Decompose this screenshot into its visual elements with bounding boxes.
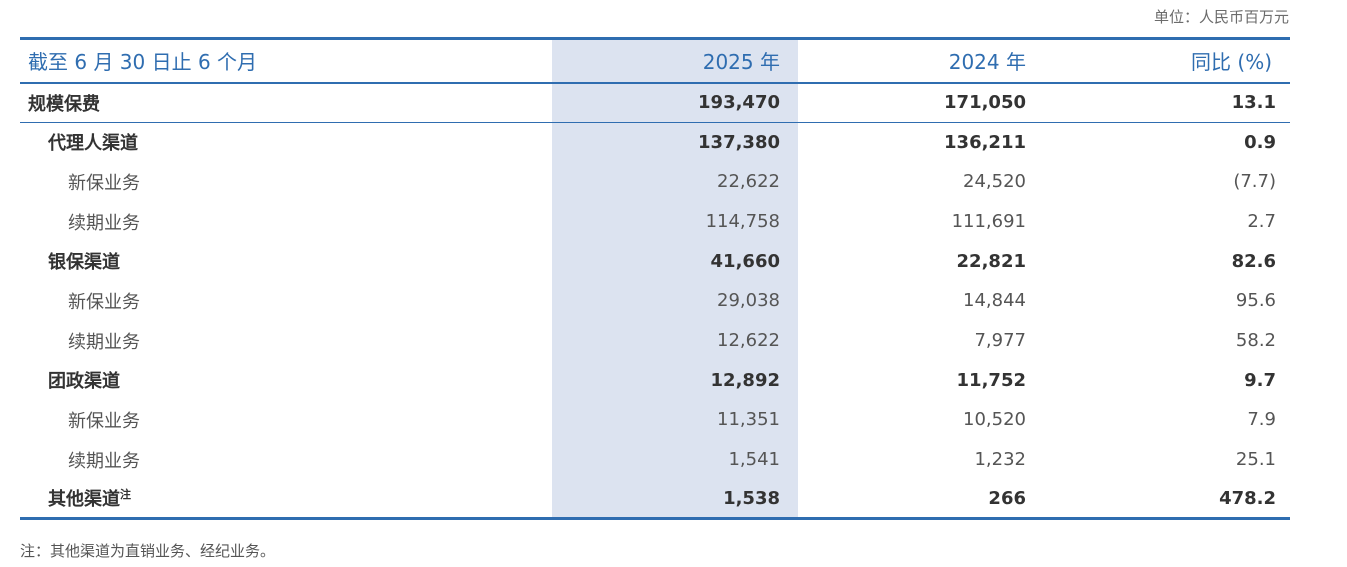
row-label: 银保渠道	[48, 252, 120, 273]
value-2025: 29,038	[552, 280, 798, 321]
value-2024: 11,752	[956, 369, 1026, 391]
value-yoy: 95.6	[1235, 290, 1276, 311]
value-yoy: 7.9	[1247, 409, 1276, 430]
table-row-group-renewal: 续期业务 1,541 1,232 25.1	[20, 439, 1290, 480]
value-2025: 193,470	[552, 82, 798, 123]
value-yoy: 25.1	[1235, 449, 1276, 470]
value-2024: 1,232	[974, 449, 1026, 470]
table-row-other-channels: 其他渠道注 1,538 266 478.2	[20, 479, 1290, 520]
row-label: 新保业务	[68, 410, 140, 432]
unit-label: 单位：人民币百万元	[1153, 8, 1289, 26]
value-2025: 137,380	[552, 122, 798, 162]
value-2024: 171,050	[798, 82, 1044, 123]
row-label: 新保业务	[68, 291, 140, 313]
row-label: 新保业务	[68, 172, 140, 194]
row-label: 团政渠道	[48, 371, 120, 392]
row-label: 规模保费	[20, 82, 552, 123]
table-row-group-channel: 团政渠道 12,892 11,752 9.7	[20, 360, 1290, 400]
value-yoy: 82.6	[1231, 250, 1276, 272]
value-2025: 12,622	[552, 320, 798, 361]
value-yoy: 478.2	[1044, 479, 1290, 520]
value-yoy: 13.1	[1044, 82, 1290, 123]
table-row-group-new-business: 新保业务 11,351 10,520 7.9	[20, 399, 1290, 440]
row-label: 其他渠道	[48, 489, 120, 511]
value-yoy: 58.2	[1235, 330, 1276, 351]
row-label: 续期业务	[68, 450, 140, 472]
value-2025: 41,660	[552, 241, 798, 281]
value-yoy: 0.9	[1244, 131, 1276, 153]
table-row-bancassurance-new-business: 新保业务 29,038 14,844 95.6	[20, 280, 1290, 321]
row-label: 续期业务	[68, 331, 140, 353]
value-2025: 114,758	[552, 201, 798, 242]
note-mark: 注	[120, 488, 131, 502]
header-yoy: 同比 (%)	[1044, 37, 1290, 84]
value-2025: 1,538	[552, 479, 798, 520]
value-2024: 136,211	[944, 131, 1026, 153]
header-2024: 2024 年	[798, 37, 1044, 84]
table-row-bancassurance-renewal: 续期业务 12,622 7,977 58.2	[20, 320, 1290, 361]
table-row-agent-renewal: 续期业务 114,758 111,691 2.7	[20, 201, 1290, 242]
row-label: 代理人渠道	[48, 133, 138, 155]
value-2024: 10,520	[963, 409, 1026, 430]
table-row-agent-new-business: 新保业务 22,622 24,520 (7.7)	[20, 161, 1290, 202]
header-2025: 2025 年	[552, 37, 798, 84]
value-2024: 22,821	[956, 250, 1026, 272]
value-2025: 11,351	[552, 399, 798, 440]
value-2024: 24,520	[963, 171, 1026, 192]
value-yoy: (7.7)	[1233, 171, 1276, 192]
header-period: 截至 6 月 30 日止 6 个月	[20, 37, 552, 84]
row-label-other: 其他渠道注	[20, 479, 552, 520]
table-header-row: 截至 6 月 30 日止 6 个月 2025 年 2024 年 同比 (%)	[20, 37, 1290, 84]
value-2025: 22,622	[552, 161, 798, 202]
premium-table-container: 截至 6 月 30 日止 6 个月 2025 年 2024 年 同比 (%) 规…	[20, 37, 1290, 520]
value-yoy: 2.7	[1247, 211, 1276, 232]
row-label: 续期业务	[68, 212, 140, 234]
value-2025: 1,541	[552, 439, 798, 480]
value-2024: 266	[798, 479, 1044, 520]
table-row-bancassurance-channel: 银保渠道 41,660 22,821 82.6	[20, 241, 1290, 281]
value-2025: 12,892	[552, 360, 798, 400]
value-2024: 7,977	[974, 330, 1026, 351]
table-row-total-premium: 规模保费 193,470 171,050 13.1	[20, 82, 1290, 123]
footnote: 注：其他渠道为直销业务、经纪业务。	[20, 542, 276, 560]
table-row-agent-channel: 代理人渠道 137,380 136,211 0.9	[20, 122, 1290, 162]
value-yoy: 9.7	[1244, 369, 1276, 391]
value-2024: 111,691	[951, 211, 1026, 232]
premium-table: 截至 6 月 30 日止 6 个月 2025 年 2024 年 同比 (%) 规…	[20, 37, 1290, 520]
value-2024: 14,844	[963, 290, 1026, 311]
